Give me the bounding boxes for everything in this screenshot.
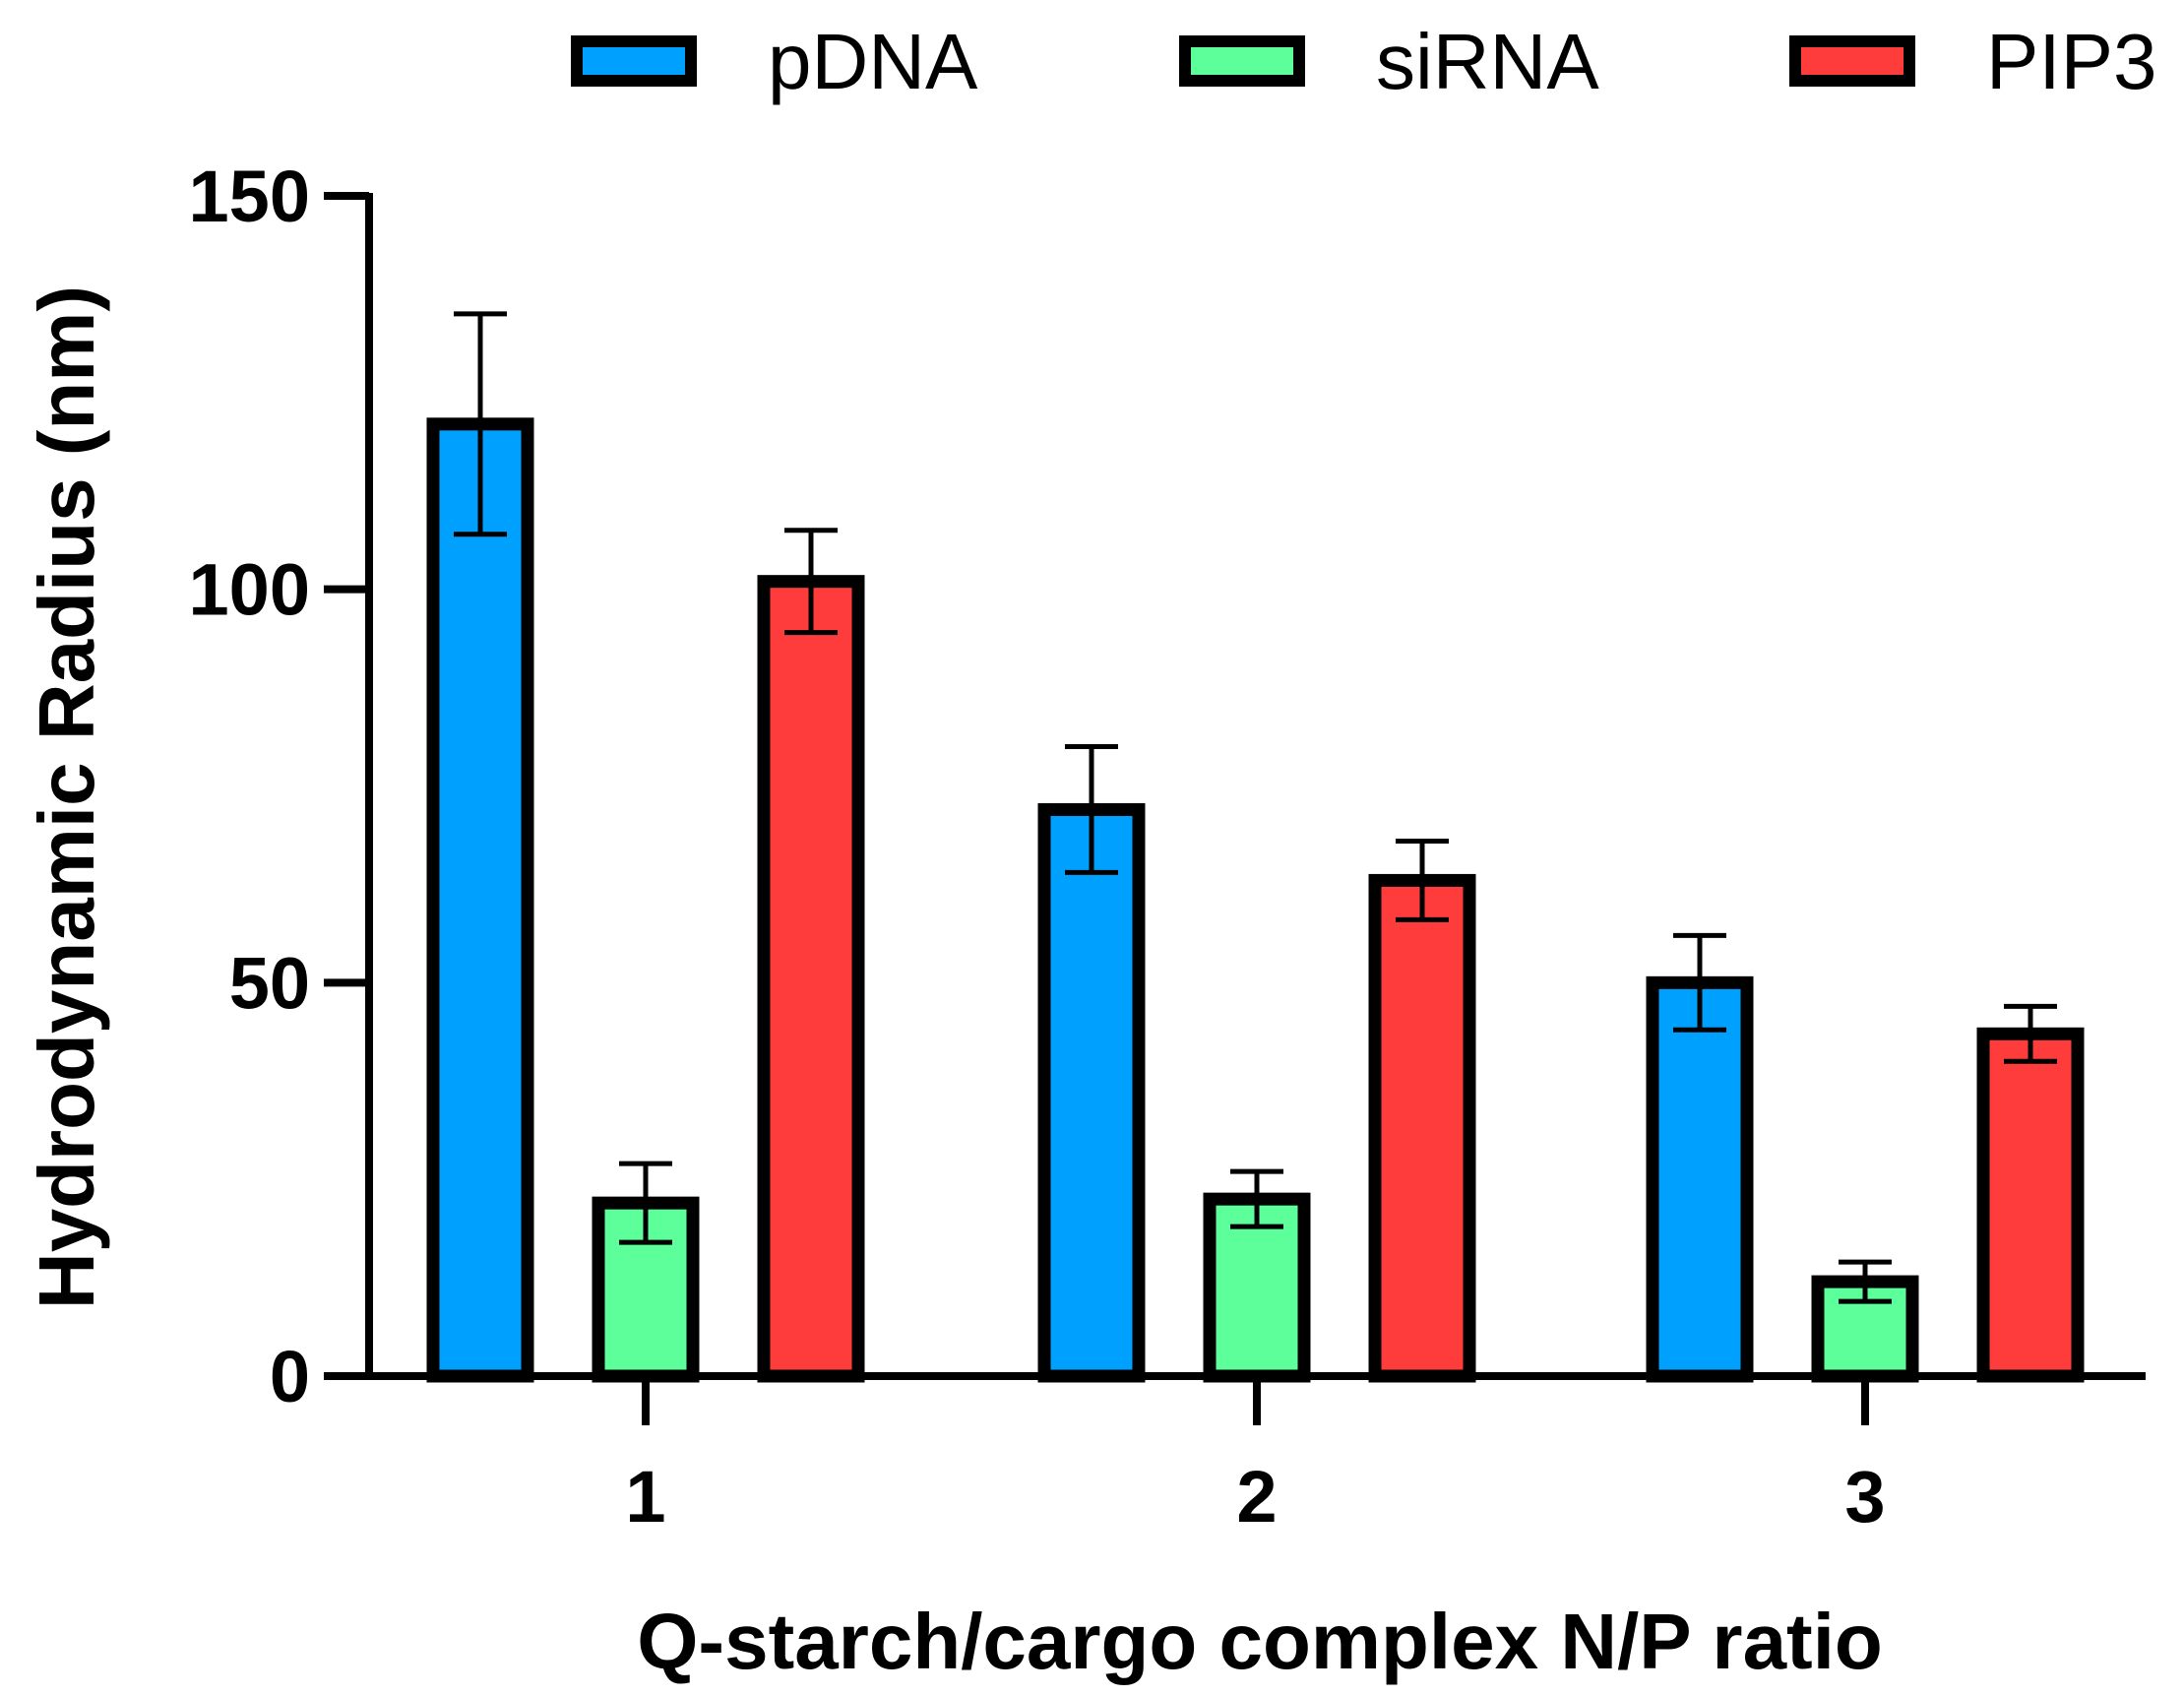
bar-PIP3-1 [757, 575, 865, 1383]
x-axis-title: Q-starch/cargo complex N/P ratio [637, 1598, 1883, 1685]
legend-swatch-pDNA [571, 35, 697, 87]
y-axis-title: Hydrodynamic Radius (nm) [23, 285, 110, 1309]
y-tick-label-50: 50 [229, 942, 310, 1024]
y-tick-label-0: 0 [270, 1336, 310, 1417]
legend-label-pDNA: pDNA [768, 18, 978, 105]
error-bar-PIP3-2 [1396, 838, 1449, 922]
bar-PIP3-2 [1368, 873, 1476, 1383]
error-bar-siRNA-3 [1839, 1259, 1892, 1304]
x-tick-label-1: 1 [625, 1456, 665, 1538]
x-tick-label-2: 2 [1236, 1456, 1277, 1538]
legend-label-siRNA: siRNA [1376, 18, 1599, 105]
legend-item-siRNA: siRNA [1179, 18, 1599, 105]
error-bar-pDNA-2 [1065, 744, 1118, 875]
legend: pDNA siRNA PIP3 [571, 18, 2156, 105]
axes: 0 50 100 150 1 2 3 [189, 156, 2146, 1538]
y-tick-label-100: 100 [189, 549, 310, 631]
error-bar-pDNA-3 [1673, 932, 1726, 1033]
legend-item-pDNA: pDNA [571, 18, 978, 105]
y-tick-label-150: 150 [189, 156, 310, 237]
legend-item-PIP3: PIP3 [1789, 18, 2156, 105]
bar-pDNA-2 [1037, 802, 1146, 1383]
error-bar-PIP3-3 [2004, 1003, 2057, 1064]
bar-pDNA-1 [426, 417, 534, 1383]
bars [426, 311, 2085, 1383]
error-bar-siRNA-1 [619, 1161, 672, 1245]
error-bar-siRNA-2 [1230, 1168, 1283, 1229]
error-bar-pDNA-1 [454, 311, 507, 537]
legend-swatch-siRNA [1179, 35, 1305, 87]
bar-PIP3-3 [1976, 1027, 2085, 1383]
error-bar-PIP3-1 [784, 528, 838, 636]
x-tick-label-3: 3 [1844, 1456, 1885, 1538]
legend-swatch-PIP3 [1789, 35, 1915, 87]
bar-pDNA-3 [1646, 975, 1754, 1383]
legend-label-PIP3: PIP3 [1986, 18, 2156, 105]
